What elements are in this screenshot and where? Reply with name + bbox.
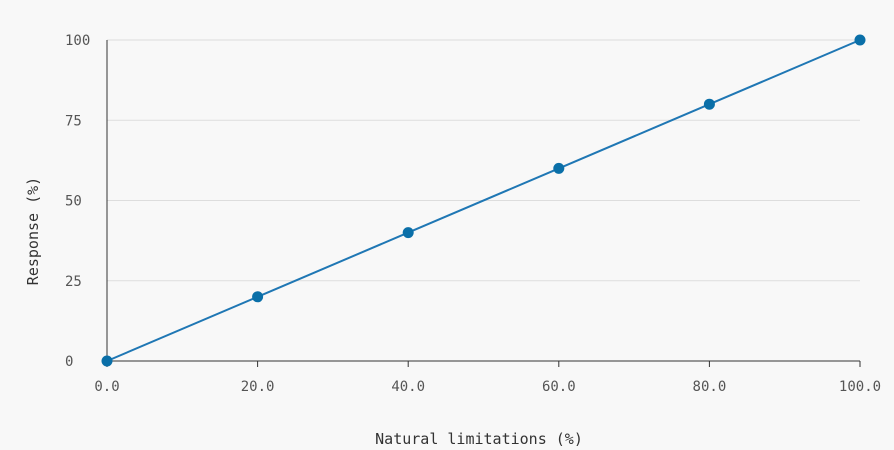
y-tick-label: 25 bbox=[65, 274, 82, 290]
y-tick-label: 50 bbox=[65, 194, 82, 210]
y-tick-label: 0 bbox=[65, 354, 73, 370]
x-tick-label: 0.0 bbox=[94, 379, 119, 395]
series-line bbox=[106, 39, 861, 362]
axes bbox=[106, 40, 861, 367]
y-axis-title: Response (%) bbox=[24, 177, 42, 285]
x-tick-label: 40.0 bbox=[391, 379, 425, 395]
x-tick-label: 60.0 bbox=[542, 379, 576, 395]
gridlines bbox=[107, 39, 860, 282]
series-layer bbox=[101, 34, 866, 367]
data-point bbox=[854, 34, 866, 46]
x-axis-title: Natural limitations (%) bbox=[375, 430, 583, 448]
y-tick-label: 100 bbox=[65, 33, 90, 49]
x-tick-label: 100.0 bbox=[839, 379, 881, 395]
y-tick-label: 75 bbox=[65, 113, 82, 129]
data-point bbox=[101, 355, 113, 367]
data-point bbox=[402, 227, 414, 239]
data-point bbox=[553, 162, 565, 174]
data-point bbox=[703, 98, 715, 110]
data-point bbox=[252, 291, 264, 303]
tick-labels: 0 25 50 75 100 0.0 20.0 40.0 60.0 80.0 100.0 bbox=[65, 33, 881, 395]
x-tick-label: 80.0 bbox=[693, 379, 727, 395]
x-tick-label: 20.0 bbox=[241, 379, 275, 395]
